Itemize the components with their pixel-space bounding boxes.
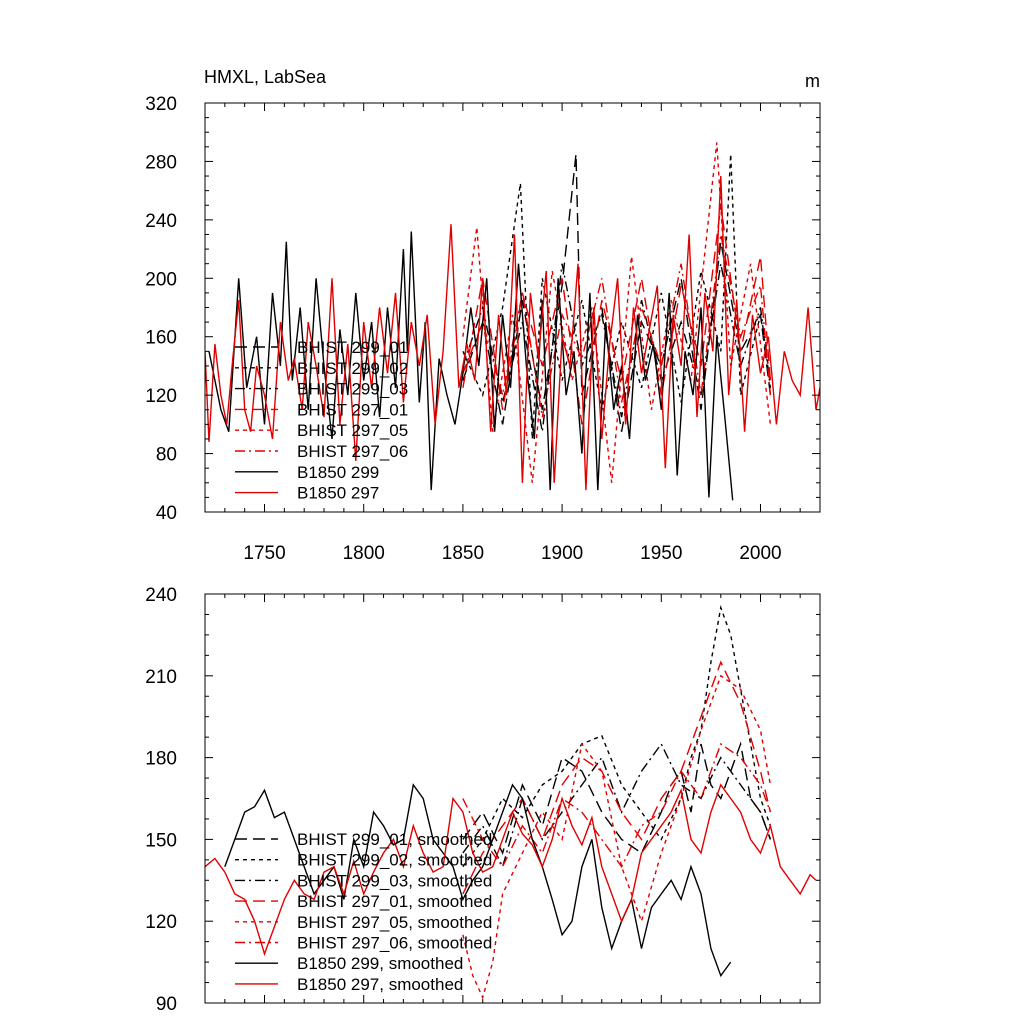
legend-label: BHIST 299_01 xyxy=(297,338,408,357)
y-tick-label: 240 xyxy=(145,585,177,606)
series-line-6 xyxy=(208,231,734,501)
series-line-7 xyxy=(205,175,820,491)
series-line-2 xyxy=(462,263,772,432)
series-line-6 xyxy=(224,783,732,978)
series-line-2 xyxy=(462,742,772,869)
chart-title: HMXL, LabSea xyxy=(204,67,327,87)
legend-label: B1850 299 xyxy=(297,463,379,482)
y-tick-label: 240 xyxy=(145,211,177,232)
legend-label: BHIST 297_06 xyxy=(297,442,408,461)
panel-bottom: 90 120 150 180 210 240 BHIST 299_01, smoothed B… xyxy=(145,585,821,1015)
series-line-0 xyxy=(462,154,772,432)
series-line-5 xyxy=(462,742,772,869)
series-line-1 xyxy=(462,604,772,868)
legend-label: B1850 299, smoothed xyxy=(297,954,463,973)
legend-label: BHIST 297_01 xyxy=(297,400,408,419)
y-tick-label: 120 xyxy=(145,912,177,933)
units-label: m xyxy=(805,71,820,91)
y-tick-label: 40 xyxy=(156,503,177,524)
legend-label: BHIST 299_03 xyxy=(297,380,408,399)
series-line-4 xyxy=(462,142,772,483)
legend-label: BHIST 297_05 xyxy=(297,421,408,440)
legend-label: BHIST 297_05, smoothed xyxy=(297,913,492,932)
y-tick-label: 320 xyxy=(145,94,177,115)
x-tick-label: 1850 xyxy=(442,543,484,564)
legend-label: B1850 297, smoothed xyxy=(297,975,463,994)
y-tick-label: 90 xyxy=(156,994,177,1015)
series-line-4 xyxy=(462,674,772,1000)
x-tick-label: 2000 xyxy=(739,543,781,564)
panel-top: HMXL, LabSea m 40 80 120 160 200 240 280 320 175… xyxy=(145,67,821,564)
series-line-3 xyxy=(462,660,772,895)
series-group xyxy=(205,142,820,501)
x-tick-label: 1800 xyxy=(343,543,385,564)
legend-label: BHIST 299_03, smoothed xyxy=(297,871,492,890)
legend-label: BHIST 299_01, smoothed xyxy=(297,830,492,849)
x-tick-label: 1900 xyxy=(541,543,583,564)
y-tick-label: 160 xyxy=(145,328,177,349)
legend-label: B1850 297 xyxy=(297,484,379,503)
legend-label: BHIST 297_01, smoothed xyxy=(297,892,492,911)
x-tick-label: 1950 xyxy=(640,543,682,564)
x-tick-label: 1750 xyxy=(243,543,285,564)
y-tick-label: 80 xyxy=(156,445,177,466)
series-group xyxy=(205,604,817,1000)
y-tick-label: 120 xyxy=(145,386,177,407)
series-line-0 xyxy=(462,741,772,855)
legend-label: BHIST 297_06, smoothed xyxy=(297,934,492,953)
y-tick-label: 280 xyxy=(145,152,177,173)
y-tick-label: 150 xyxy=(145,830,177,851)
y-tick-label: 180 xyxy=(145,749,177,770)
series-line-7 xyxy=(205,783,817,957)
y-tick-label: 200 xyxy=(145,269,177,290)
legend-label: BHIST 299_02 xyxy=(297,359,408,378)
series-line-5 xyxy=(462,234,772,418)
y-tick-label: 210 xyxy=(145,667,177,688)
legend-label: BHIST 299_02, smoothed xyxy=(297,851,492,870)
series-line-3 xyxy=(462,205,772,425)
